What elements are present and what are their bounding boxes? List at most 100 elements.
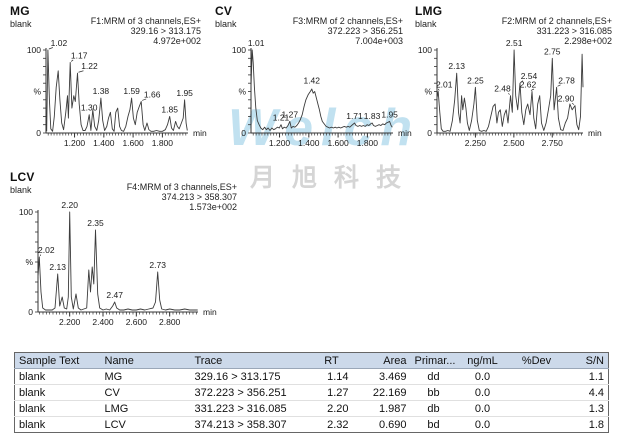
compound-title: LCV: [10, 170, 35, 184]
cell--dev: [508, 384, 565, 401]
peak-label: 2.35: [87, 218, 104, 228]
svg-text:2.200: 2.200: [59, 317, 81, 327]
svg-text:100: 100: [232, 45, 246, 55]
cell-sample-text: blank: [14, 400, 101, 417]
peak-label: 2.75: [544, 46, 561, 56]
compound-title: MG: [10, 4, 30, 18]
peak-label: 2.51: [506, 38, 523, 48]
svg-text:%: %: [238, 87, 246, 97]
transition-line: 374.213 > 358.307: [161, 192, 237, 202]
peak-label: 2.54: [521, 71, 538, 81]
intensity-line: 2.298e+002: [564, 36, 612, 46]
peak-label: 2.13: [49, 262, 66, 272]
chromatogram-panel-lcv[interactable]: LCV blank F4:MRM of 3 channels,ES+ 374.2…: [8, 168, 241, 338]
peak-label: 1.83: [364, 111, 381, 121]
svg-text:1.800: 1.800: [152, 138, 174, 148]
svg-text:2.500: 2.500: [503, 138, 525, 148]
peak-label: 1.01: [248, 38, 265, 48]
col-header-rt[interactable]: RT: [310, 352, 353, 369]
chromatogram-MG: 100 0% 1.200 1.400 1.600 1.800 min 1.021.171.22…: [27, 38, 207, 148]
cell-ng-ml: 0.0: [456, 368, 509, 385]
transition-line: 331.223 > 316.085: [536, 26, 612, 36]
cell-s-n: 1.3: [564, 400, 609, 417]
svg-text:min: min: [398, 128, 412, 138]
cell-rt: 2.32: [327, 418, 349, 431]
col-header-s-n[interactable]: S/N: [564, 352, 609, 369]
cell-trace: 331.223 > 316.085: [190, 400, 311, 417]
svg-text:min: min: [203, 307, 217, 317]
peak-label: 1.85: [161, 104, 178, 114]
cell--dev: [508, 400, 565, 417]
svg-text:%: %: [424, 87, 432, 97]
svg-text:min: min: [193, 128, 207, 138]
cell-primar-: bd: [427, 418, 440, 431]
table-row[interactable]: blank LCV 374.213 > 358.307 2.32 0.690 bd 0.0 1…: [15, 417, 609, 433]
peak-label: 1.17: [71, 50, 88, 60]
cell-area: 0.690: [378, 418, 407, 431]
peak-label: 1.22: [81, 61, 98, 71]
col-header-sample-text[interactable]: Sample Text: [14, 352, 101, 369]
svg-text:2.250: 2.250: [465, 138, 487, 148]
chromatogram-panel-mg[interactable]: MG blank F1:MRM of 3 channels,ES+ 329.16…: [8, 2, 205, 154]
channel-info: F3:MRM of 2 channels,ES+ 372.223 > 356.2…: [293, 16, 403, 46]
svg-text:1.400: 1.400: [93, 138, 115, 148]
chromatogram-panel-cv[interactable]: CV blank F3:MRM of 2 channels,ES+ 372.22…: [213, 2, 407, 154]
cell-area: 3.469: [352, 368, 411, 385]
col-header--dev[interactable]: %Dev: [508, 352, 565, 369]
chromatogram-panel-lmg[interactable]: LMG blank F2:MRM of 2 channels,ES+ 331.2…: [413, 2, 616, 154]
col-header-area[interactable]: Area: [352, 352, 411, 369]
cell-s-n: 4.4: [564, 384, 609, 401]
channel-info: F4:MRM of 3 channels,ES+ 374.213 > 358.3…: [127, 182, 237, 212]
cell-name: LMG: [100, 400, 191, 417]
peak-label: 1.59: [123, 86, 140, 96]
peak-label: 1.71: [346, 111, 363, 121]
channel-line: F4:MRM of 3 channels,ES+: [126, 182, 237, 192]
svg-text:2.400: 2.400: [92, 317, 114, 327]
table-body: blank MG 329.16 > 313.175 1.14 3.469 dd 0.0 1.1…: [14, 368, 609, 433]
intensity-line: 4.972e+002: [153, 36, 201, 46]
col-header-primar-[interactable]: Primar...: [410, 352, 457, 369]
table-row[interactable]: blank MG 329.16 > 313.175 1.14 3.469 dd 0.0 1.1: [14, 368, 609, 385]
peak-label: 2.02: [38, 245, 55, 255]
svg-text:0: 0: [241, 128, 246, 138]
svg-text:1.200: 1.200: [64, 138, 86, 148]
cell-primar-: db: [410, 400, 457, 417]
sample-text: blank: [10, 185, 32, 195]
svg-text:min: min: [588, 128, 602, 138]
transition-line: 372.223 > 356.251: [327, 26, 403, 36]
svg-text:0: 0: [28, 307, 33, 317]
table-header-row: Sample Text Name Trace RT Area Primar... ng/mL…: [14, 352, 609, 369]
cell-ng-ml: 0.0: [456, 384, 509, 401]
cell-primar-: dd: [410, 368, 457, 385]
cell-s-n: 1.1: [564, 368, 609, 385]
table-row[interactable]: blank LMG 331.223 > 316.085 2.20 1.987 db 0.0 1…: [14, 400, 609, 417]
cell-sample-text: blank: [14, 368, 101, 385]
peak-label: 2.78: [558, 75, 575, 85]
chromatogram-LCV: 100 0% 2.200 2.400 2.600 2.800 min 2.02 2.13 2.20…: [19, 200, 217, 327]
peak-label: 2.48: [494, 84, 511, 94]
compound-title: CV: [215, 4, 233, 18]
svg-text:1.400: 1.400: [298, 138, 320, 148]
peak-label: 2.20: [61, 200, 78, 210]
cell-primar-: bb: [410, 384, 457, 401]
peak-label: 2.47: [106, 290, 123, 300]
cell-area: 1.987: [352, 400, 411, 417]
col-header-ng-ml[interactable]: ng/mL: [456, 352, 509, 369]
table-row[interactable]: blank CV 372.223 > 356.251 1.27 22.169 bb 0.0 4…: [14, 384, 609, 401]
col-header-trace[interactable]: Trace: [190, 352, 311, 369]
peak-label: 1.02: [51, 38, 68, 48]
cell-area: 22.169: [352, 384, 411, 401]
sample-text: blank: [10, 19, 32, 29]
compound-title: LMG: [415, 4, 443, 18]
cell-sample-text: blank: [19, 418, 46, 431]
peak-label: 1.95: [176, 88, 193, 98]
cell-rt: 1.14: [310, 368, 353, 385]
channel-line: F1:MRM of 3 channels,ES+: [90, 16, 201, 26]
cell-trace: 372.223 > 356.251: [190, 384, 311, 401]
results-table[interactable]: Sample Text Name Trace RT Area Primar... ng/mL…: [14, 352, 609, 433]
peak-label: 1.27: [282, 109, 299, 119]
chromatogram-CV: 100 0% 1.200 1.400 1.600 1.800 min 1.01 1.211.27…: [232, 38, 412, 148]
svg-text:1.800: 1.800: [357, 138, 379, 148]
col-header-name[interactable]: Name: [100, 352, 191, 369]
